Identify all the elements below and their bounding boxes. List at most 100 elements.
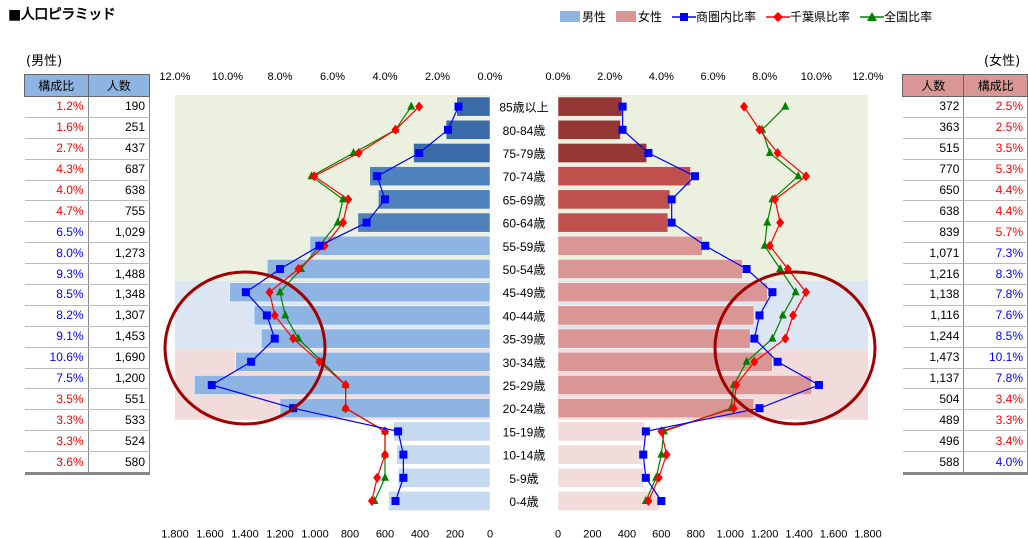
female-count-cell: 363 [902, 117, 965, 139]
female-count-cell: 515 [902, 138, 965, 160]
male-pct-cell: 8.0% [24, 242, 89, 265]
pref-male-point [341, 403, 350, 414]
female-count-cell: 1,138 [902, 284, 965, 306]
age-label: 60-64歳 [503, 217, 546, 231]
female-count-cell: 489 [902, 409, 965, 432]
male-pct-cell: 3.6% [24, 451, 89, 476]
count-tick-left: 1,000 [301, 529, 329, 538]
male-pct-cell: 8.5% [24, 284, 89, 306]
female-count-cell: 588 [902, 451, 965, 476]
female-pct-cell: 4.0% [963, 451, 1028, 476]
nation-female-point [765, 148, 774, 156]
female-bar [557, 305, 755, 326]
female-count-cell: 1,244 [902, 326, 965, 348]
female-count-cell: 372 [902, 96, 965, 118]
table-row: 496 3.4% [902, 430, 1028, 453]
nation-male-point [281, 310, 290, 319]
local-female-point [814, 381, 823, 389]
male-bar [261, 328, 491, 349]
male-pct-cell: 3.5% [24, 388, 89, 411]
nation-female-point [776, 264, 785, 272]
count-tick-right: 200 [583, 529, 601, 538]
highlight-circle-left [163, 270, 327, 426]
male-bar [398, 467, 491, 488]
local-male-point [373, 172, 382, 181]
age-label: 25-29歳 [503, 379, 546, 393]
female-pct-cell: 2.5% [963, 96, 1028, 118]
female-count-header: 人数 [901, 74, 965, 97]
table-row: 4.3% 687 [24, 159, 151, 181]
female-bar [557, 212, 669, 233]
male-pct-cell: 3.3% [24, 430, 89, 453]
local-female-point [641, 427, 650, 436]
legend-nation: 全国比率 [860, 8, 932, 25]
female-bar [557, 328, 751, 349]
pct-tick-right: 4.0% [649, 71, 674, 83]
male-pct-cell: 8.2% [24, 305, 89, 327]
female-count-cell: 839 [902, 221, 965, 244]
count-tick-left: 1,400 [231, 529, 259, 538]
age-label: 85歳以上 [499, 101, 548, 115]
female-pct-cell: 4.4% [963, 180, 1028, 202]
male-bar [388, 491, 491, 511]
nation-male-point [349, 148, 358, 156]
table-row: 638 4.4% [902, 200, 1028, 223]
female-pct-cell: 4.4% [963, 200, 1028, 223]
table-row: 3.5% 551 [24, 388, 151, 411]
local-male-point [391, 497, 400, 505]
pref-male-point [265, 287, 274, 298]
count-tick-right: 1,400 [785, 529, 813, 538]
male-pct-cell: 4.7% [24, 200, 89, 223]
table-row: 1.6% 251 [24, 117, 151, 139]
female-pct-cell: 3.4% [963, 388, 1028, 411]
male-count-cell: 1,273 [88, 242, 151, 265]
male-count-cell: 755 [88, 200, 151, 223]
local-male-point [315, 241, 324, 250]
male-pct-cell: 1.2% [24, 96, 89, 118]
local-female-point [657, 497, 666, 505]
table-row: 1,473 10.1% [902, 347, 1028, 369]
local-female-point [641, 473, 650, 482]
table-row: 1,244 8.5% [902, 326, 1028, 348]
female-bar [557, 351, 773, 372]
pref-female-point [750, 356, 759, 367]
female-count-cell: 496 [902, 430, 965, 453]
age-label: 70-74歳 [503, 170, 546, 184]
local-female-point [639, 450, 648, 459]
table-row: 1.2% 190 [24, 96, 151, 118]
female-pct-cell: 7.3% [963, 242, 1028, 265]
male-count-cell: 251 [88, 117, 151, 139]
nation-male-point [339, 194, 347, 203]
female-pct-cell: 8.3% [963, 263, 1028, 286]
count-tick-left: 1,800 [161, 529, 189, 538]
count-tick-right: 400 [618, 529, 636, 538]
male-pct-cell: 9.1% [24, 326, 89, 348]
age-label: 55-59歳 [503, 240, 546, 254]
nation-male-point [381, 472, 389, 481]
local-female-point [618, 125, 627, 134]
age-label: 65-69歳 [503, 193, 546, 207]
table-row: 1,216 8.3% [902, 263, 1028, 286]
table-row: 7.5% 1,200 [24, 368, 151, 390]
female-bar [557, 444, 643, 465]
age-label: 35-39歳 [503, 333, 546, 347]
male-count-cell: 1,690 [88, 347, 151, 369]
table-row: 3.6% 580 [24, 451, 151, 476]
female-bar [557, 282, 768, 303]
female-bar [557, 189, 671, 210]
female-pct-cell: 3.4% [963, 430, 1028, 453]
local-female-point [755, 404, 764, 413]
page-title: ■人口ピラミッド [8, 7, 116, 23]
local-female-point [667, 218, 676, 227]
table-row: 2.7% 437 [24, 138, 151, 160]
female-table: 人数 構成比 372 2.5% 363 2.5% 515 3.5% 770 5.3% 650 4.… [901, 74, 1028, 476]
local-female-point [644, 149, 653, 157]
highlight-circle-right [713, 270, 877, 426]
pref-male-point [339, 217, 347, 228]
pref-female-point [802, 171, 810, 182]
local-male-point [415, 149, 424, 157]
female-pct-cell: 8.5% [963, 326, 1028, 348]
male-pct-cell: 7.5% [24, 368, 89, 390]
age-label: 5-9歳 [509, 472, 538, 486]
female-count-cell: 1,116 [902, 305, 965, 327]
